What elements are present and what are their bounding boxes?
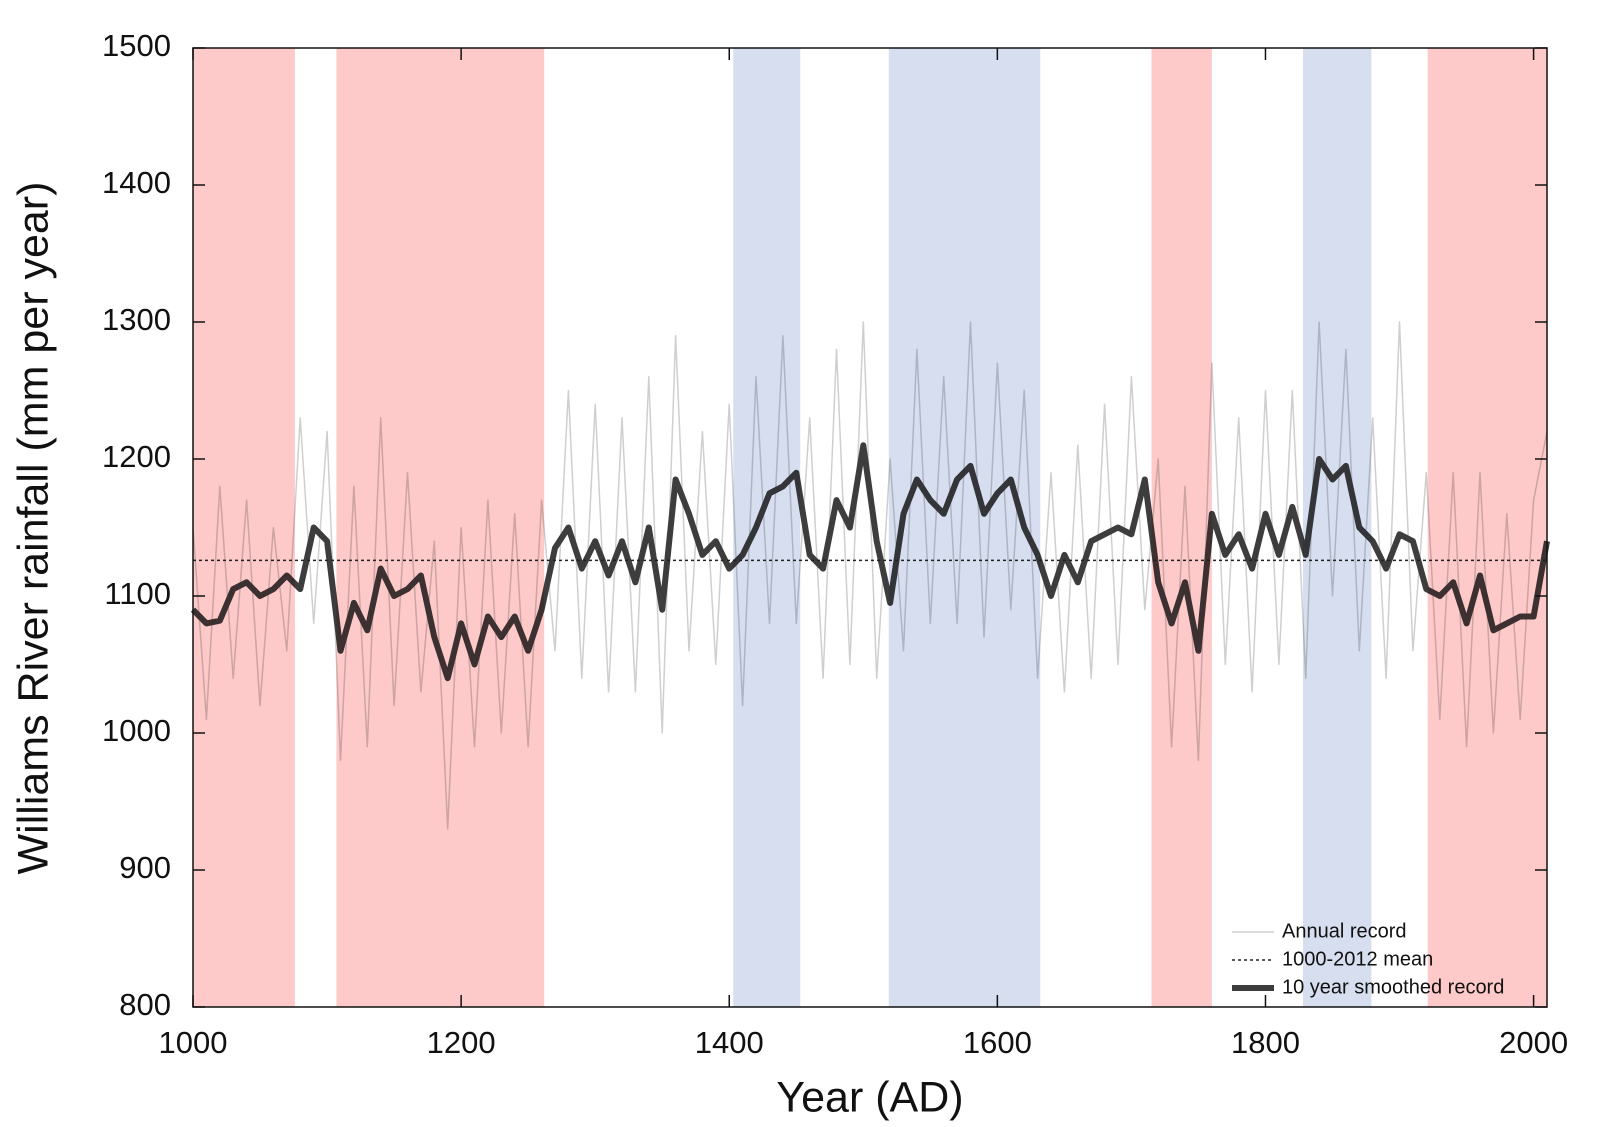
shaded-region [888,48,1041,1007]
x-tick-label: 2000 [1499,1025,1568,1060]
legend-label: 1000-2012 mean [1282,948,1433,970]
x-tick-label: 1800 [1231,1025,1300,1060]
x-tick-label: 1400 [695,1025,764,1060]
x-tick-label: 1600 [963,1025,1032,1060]
y-tick-label: 1300 [102,302,171,337]
x-tick-label: 1200 [427,1025,496,1060]
legend-label: Annual record [1282,920,1407,942]
x-tick-label: 1000 [159,1025,228,1060]
shaded-region [336,48,545,1007]
y-tick-label: 1100 [104,576,171,611]
y-axis-label: Williams River rainfall (mm per year) [9,182,57,875]
shaded-region [733,48,801,1007]
y-tick-label: 1500 [102,28,171,63]
y-tick-label: 900 [119,850,171,885]
y-tick-label: 1200 [102,439,171,474]
shaded-region [1303,48,1372,1007]
y-tick-label: 1400 [102,165,171,200]
legend: Annual record 1000-2012 mean 10 year smoot… [1232,920,1504,998]
shaded-region [1151,48,1212,1007]
shaded-region [193,48,295,1007]
plot-frame [192,47,1548,1008]
y-tick-label: 800 [119,987,171,1022]
y-tick-label: 1000 [102,713,171,748]
shaded-region [1427,48,1547,1007]
legend-label: 10 year smoothed record [1282,976,1504,998]
x-axis-label: Year (AD) [776,1073,963,1121]
